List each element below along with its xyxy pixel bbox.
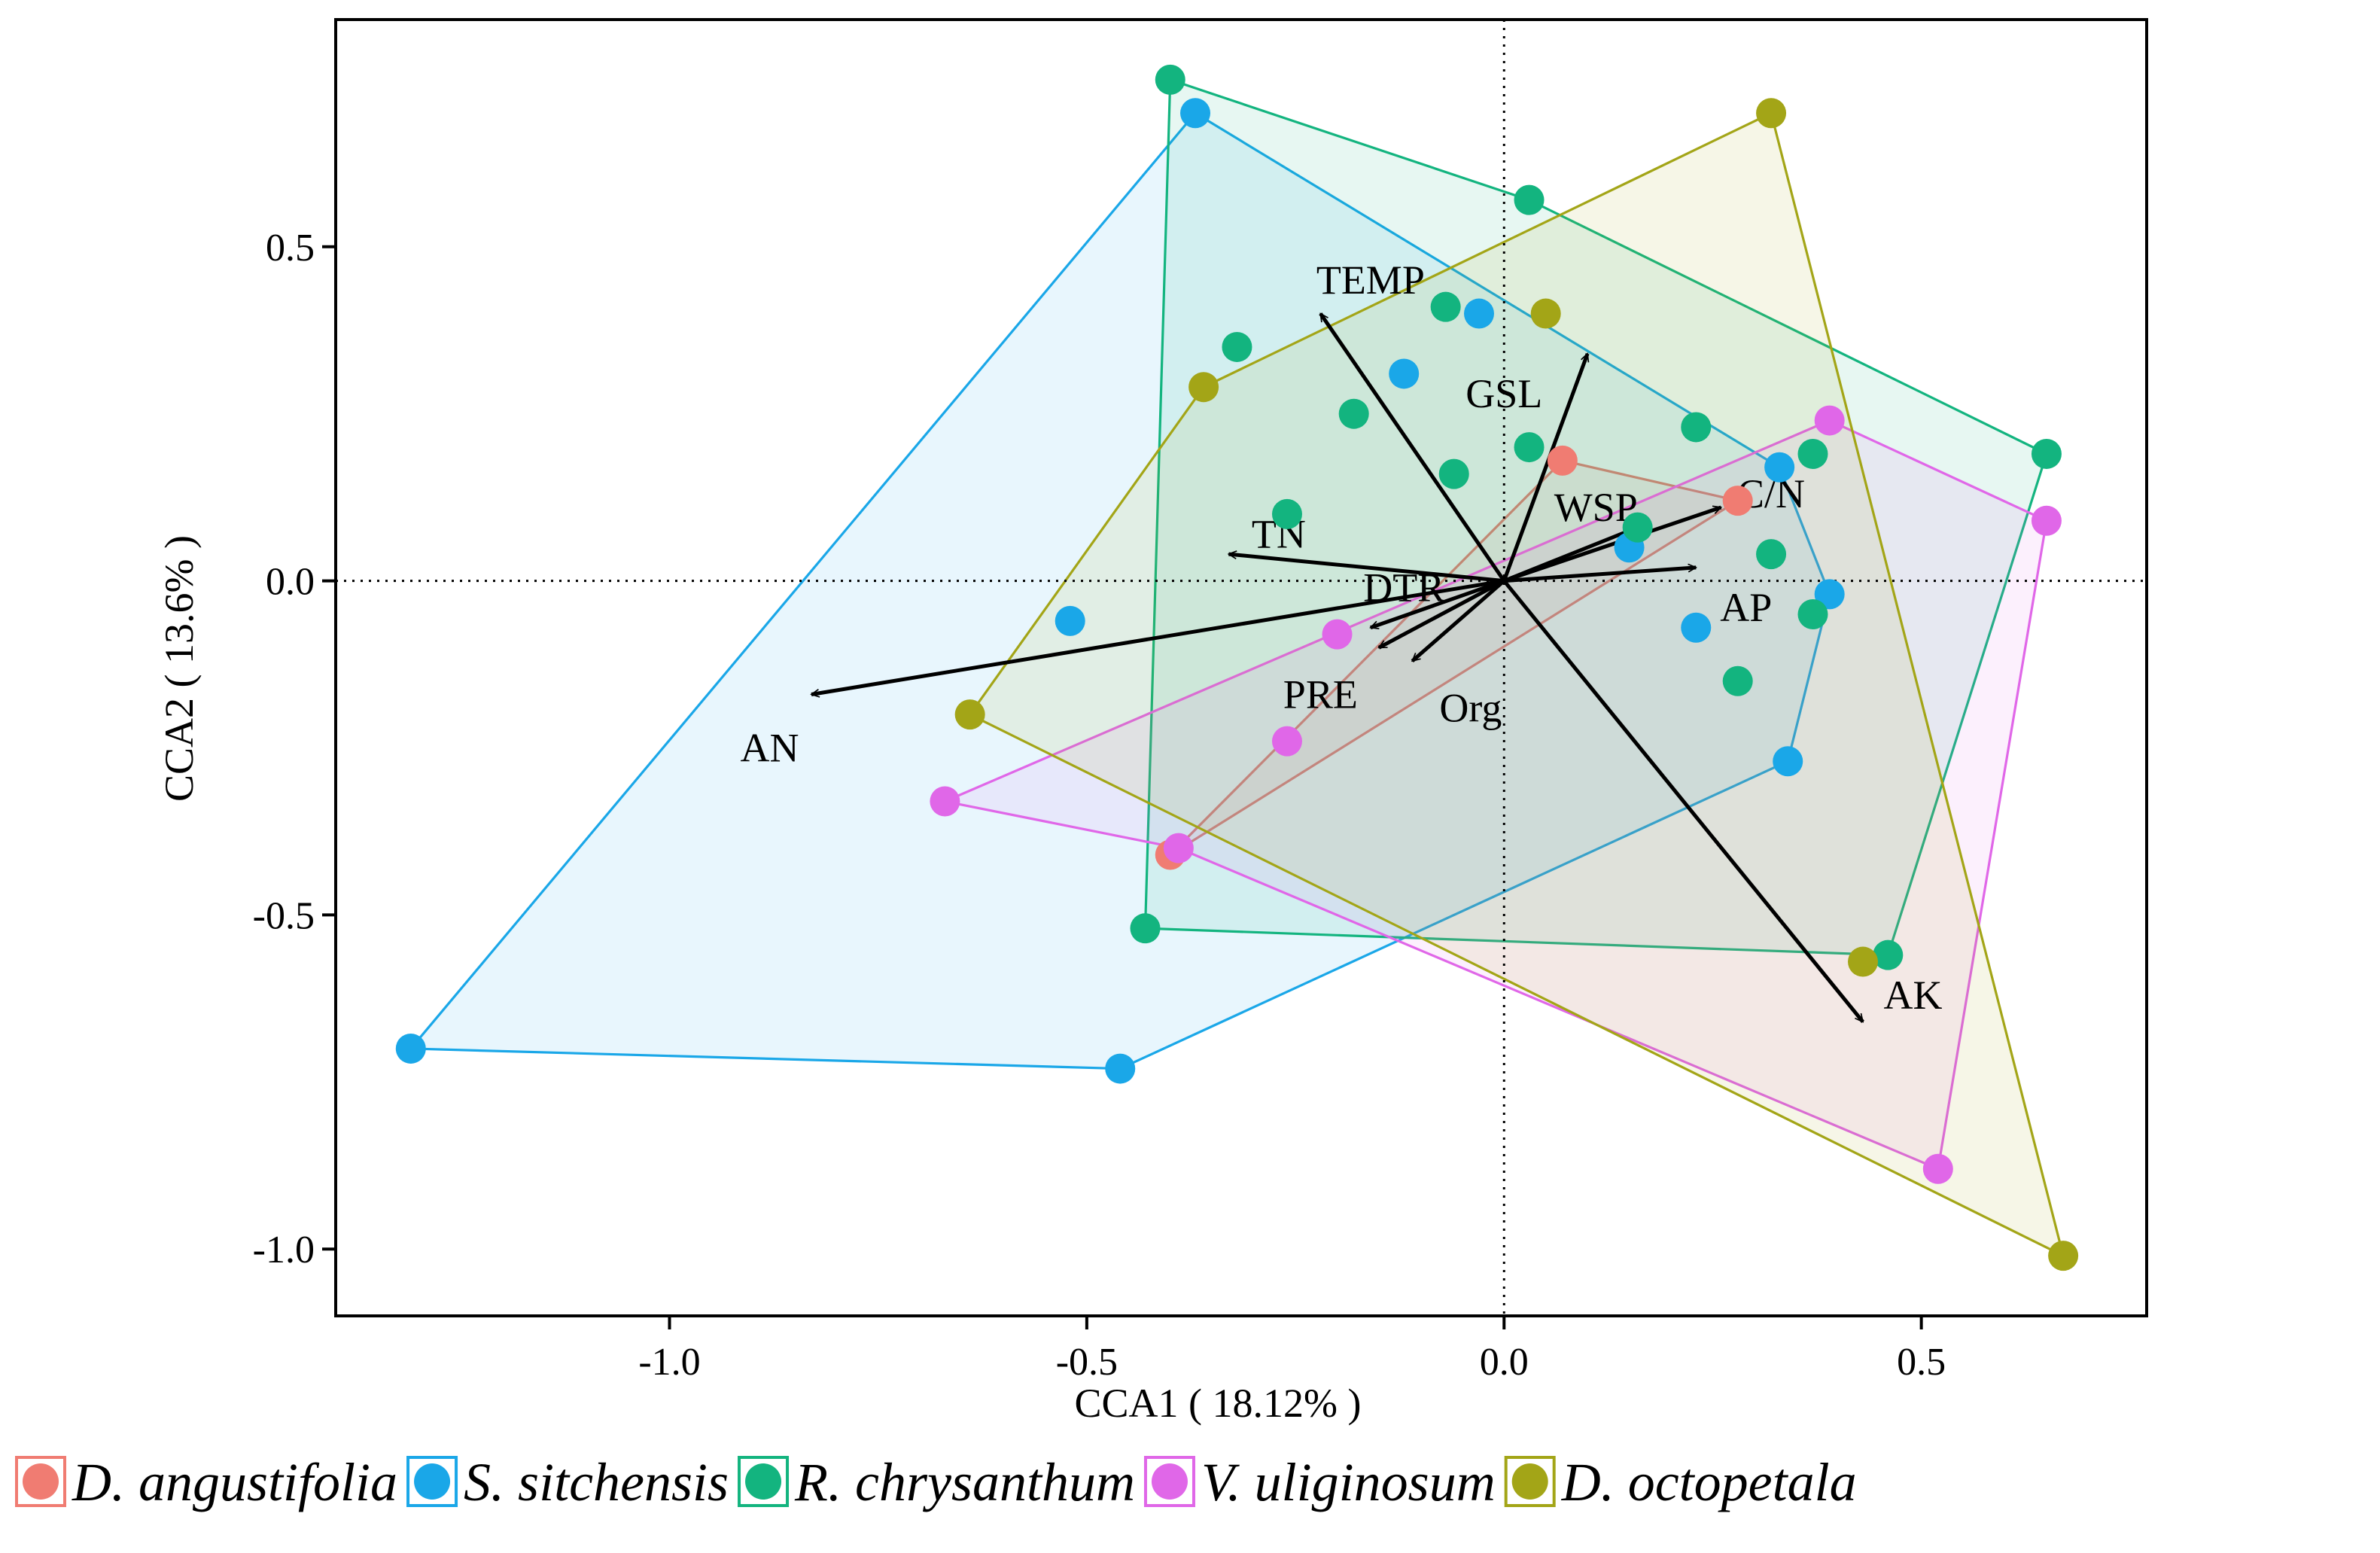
point-v-uliginosum: [1814, 405, 1845, 436]
legend-dot-d-angustifolia: [23, 1463, 59, 1500]
vector-ap: [1504, 568, 1696, 583]
hull-r-chrysanthum: [1143, 78, 2048, 957]
point-r-chrysanthum: [1722, 665, 1753, 696]
vector-an: [811, 579, 1505, 695]
vector-gsl: [1502, 354, 1590, 582]
legend: D. angustifolia S. sitchensis R. chrysanth…: [15, 1452, 1857, 1512]
point-d-octopetala: [1188, 372, 1219, 403]
point-r-chrysanthum: [1430, 291, 1461, 322]
point-v-uliginosum: [1163, 833, 1194, 863]
point-v-uliginosum: [2031, 505, 2062, 536]
point-r-chrysanthum: [1514, 432, 1545, 463]
legend-key-s-sitchensis: [406, 1456, 458, 1507]
point-v-uliginosum: [930, 786, 960, 817]
legend-label-s-sitchensis: S. sitchensis: [464, 1452, 729, 1512]
point-r-chrysanthum: [1681, 412, 1712, 443]
vector-ak: [1502, 580, 1864, 1024]
point-r-chrysanthum: [1155, 64, 1185, 95]
legend-key-v-uliginosum: [1143, 1456, 1195, 1507]
point-r-chrysanthum: [1622, 512, 1653, 543]
y-tick-label: -0.5: [253, 894, 315, 937]
vector-label-an: AN: [741, 726, 799, 771]
point-r-chrysanthum: [1271, 498, 1302, 529]
point-s-sitchensis: [1773, 746, 1803, 777]
point-d-octopetala: [1848, 946, 1879, 977]
point-s-sitchensis: [1463, 298, 1494, 329]
reference-lines: [336, 20, 2147, 1316]
point-v-uliginosum: [1271, 726, 1302, 757]
vector-label-ak: AK: [1884, 973, 1943, 1018]
point-s-sitchensis: [395, 1033, 426, 1064]
point-d-octopetala: [2048, 1241, 2079, 1271]
x-axis-label: CCA1 ( 18.12% ): [1075, 1381, 1362, 1426]
hull-v-uliginosum: [943, 419, 2048, 1171]
point-s-sitchensis: [1105, 1053, 1136, 1084]
x-tick-label: 0.5: [1897, 1341, 1946, 1384]
point-r-chrysanthum: [1873, 939, 1904, 970]
point-d-octopetala: [1756, 98, 1787, 129]
y-tick-label: 0.0: [266, 561, 315, 604]
points-layer: [395, 64, 2079, 1271]
vector-label-pre: PRE: [1283, 672, 1358, 717]
vector-label-temp: TEMP: [1316, 257, 1425, 303]
hull-layer: [409, 78, 2065, 1257]
point-r-chrysanthum: [1222, 331, 1252, 362]
vector-dtr: [1371, 579, 1505, 630]
legend-key-d-octopetala: [1504, 1456, 1556, 1507]
vector-org: [1411, 579, 1505, 663]
vector-label-ap: AP: [1720, 585, 1772, 630]
x-tick-label: 0.0: [1480, 1341, 1529, 1384]
point-d-octopetala: [954, 699, 985, 730]
point-r-chrysanthum: [1514, 184, 1545, 215]
point-d-octopetala: [1530, 298, 1561, 329]
point-s-sitchensis: [1180, 98, 1211, 129]
vector-temp: [1319, 314, 1506, 583]
point-r-chrysanthum: [1797, 438, 1828, 469]
hull-d-angustifolia: [1169, 459, 1739, 857]
legend-dot-r-chrysanthum: [745, 1463, 782, 1500]
y-axis-label: CCA2 ( 13.6% ): [157, 535, 202, 802]
point-s-sitchensis: [1055, 605, 1085, 636]
point-s-sitchensis: [1681, 612, 1712, 643]
vector-c-n: [1503, 507, 1721, 583]
y-tick-label: 0.5: [266, 227, 315, 269]
legend-dot-d-octopetala: [1511, 1463, 1548, 1500]
point-s-sitchensis: [1814, 579, 1845, 610]
vector-tn: [1228, 554, 1505, 583]
vector-label-org: Org: [1439, 685, 1502, 730]
point-r-chrysanthum: [1756, 539, 1787, 570]
point-d-angustifolia: [1722, 486, 1753, 516]
plot-frame: [334, 18, 2148, 1317]
point-v-uliginosum: [1322, 619, 1353, 650]
legend-dot-v-uliginosum: [1151, 1463, 1188, 1500]
axes-layer: -1.0 -0.5 0.0 0.5 -1.0 -0.5 0.0 0.5: [253, 227, 1946, 1384]
vector-pre: [1379, 579, 1505, 650]
x-tick-label: -0.5: [1056, 1341, 1118, 1384]
point-r-chrysanthum: [1130, 913, 1161, 944]
legend-label-v-uliginosum: V. uliginosum: [1201, 1452, 1496, 1512]
legend-label-d-angustifolia: D. angustifolia: [72, 1452, 397, 1512]
legend-dot-s-sitchensis: [414, 1463, 451, 1500]
point-v-uliginosum: [1922, 1153, 1953, 1184]
legend-key-r-chrysanthum: [738, 1456, 790, 1507]
legend-key-d-angustifolia: [15, 1456, 66, 1507]
point-r-chrysanthum: [2031, 438, 2062, 469]
point-r-chrysanthum: [1338, 398, 1369, 429]
vector-label-gsl: GSL: [1465, 371, 1542, 416]
legend-label-r-chrysanthum: R. chrysanthum: [794, 1452, 1135, 1512]
point-s-sitchensis: [1764, 452, 1795, 483]
x-tick-label: -1.0: [638, 1341, 700, 1384]
point-s-sitchensis: [1389, 358, 1420, 389]
point-r-chrysanthum: [1797, 598, 1828, 629]
y-tick-label: -1.0: [253, 1229, 315, 1271]
point-r-chrysanthum: [1438, 458, 1469, 489]
legend-label-d-octopetala: D. octopetala: [1561, 1452, 1857, 1512]
point-d-angustifolia: [1547, 445, 1578, 476]
